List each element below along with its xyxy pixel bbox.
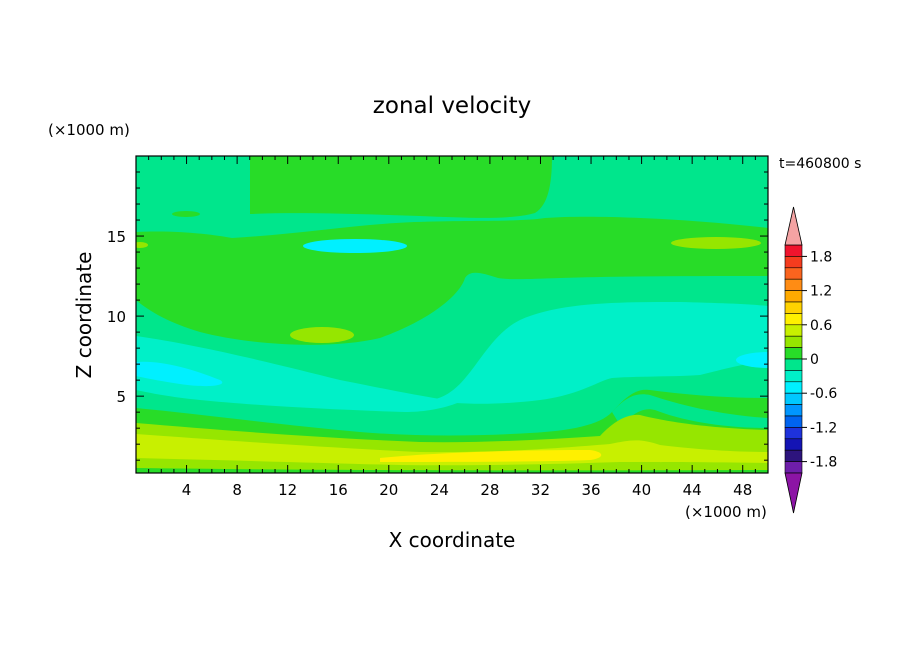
region-upper-positive [250, 156, 552, 218]
x-tick-label: 24 [430, 481, 449, 499]
region-left-cyan-patch [136, 361, 223, 387]
time-label: t=460800 s [779, 156, 861, 172]
colorbar-over-arrow [784, 206, 803, 246]
x-tick-label: 48 [733, 481, 752, 499]
colorbar-swatch [784, 461, 803, 474]
x-tick-label: 20 [379, 481, 398, 499]
colorbar-swatch [784, 438, 803, 451]
region-green-patch-b [290, 327, 354, 343]
colorbar-swatch [784, 244, 803, 257]
colorbar-tick-label: 0.6 [810, 318, 832, 334]
contour-field [136, 156, 768, 473]
colorbar-tick-label: 1.2 [810, 284, 832, 300]
region-left-strip [136, 232, 142, 300]
region-surface-jet [136, 434, 768, 466]
y-axis-label: Z coordinate [72, 252, 96, 379]
region-right-dome [430, 302, 768, 404]
colorbar-swatch [784, 301, 803, 314]
region-bump-band [612, 394, 768, 428]
region-lower-left-layer [136, 336, 460, 412]
y-unit-label: (×1000 m) [48, 121, 130, 139]
y-ticks: 5 10 15 [107, 171, 768, 461]
colorbar-swatch [784, 449, 803, 462]
colorbar-tick-label: -0.6 [810, 386, 837, 402]
y-tick-label: 10 [107, 308, 126, 326]
colorbar-tick-label: -1.2 [810, 420, 837, 436]
x-ticks: 4 8 12 16 20 24 28 32 36 40 44 48 [148, 156, 756, 499]
chart-title: zonal velocity [373, 93, 531, 119]
region-right-cyan-patch [736, 352, 768, 368]
colorbar-swatch [784, 278, 803, 291]
colorbar-swatch [784, 358, 803, 371]
colorbar-swatch [784, 404, 803, 417]
colorbar-under-arrow [784, 472, 803, 514]
colorbar-tick-label: 1.8 [810, 249, 832, 265]
x-unit-label: (×1000 m) [685, 503, 767, 521]
colorbar-swatch [784, 427, 803, 440]
x-axis-label: X coordinate [389, 528, 516, 552]
x-tick-label: 28 [480, 481, 499, 499]
colorbar-swatch [784, 290, 803, 303]
region-jet-core [380, 450, 602, 462]
colorbar-tick-label: 0 [810, 352, 819, 368]
colorbar: 1.8 1.2 0.6 0 -0.6 -1.2 -1.8 [784, 206, 837, 514]
y-tick-label: 5 [116, 388, 126, 406]
x-tick-label: 40 [632, 481, 651, 499]
colorbar-swatch [784, 267, 803, 280]
region-green-patch-d [136, 242, 148, 248]
region-upper-band [136, 216, 768, 345]
x-tick-label: 36 [581, 481, 600, 499]
x-tick-label: 32 [531, 481, 550, 499]
colorbar-tick-label: -1.8 [810, 455, 837, 471]
x-tick-label: 8 [232, 481, 242, 499]
region-green-patch-c [671, 237, 761, 249]
colorbar-swatch [784, 370, 803, 383]
colorbar-swatch [784, 381, 803, 394]
region-small-patch-a [172, 211, 200, 217]
x-tick-label: 16 [329, 481, 348, 499]
colorbar-swatch [784, 324, 803, 337]
colorbar-swatch [784, 392, 803, 405]
x-tick-label: 44 [683, 481, 702, 499]
region-top-cyan-patch [303, 239, 407, 253]
colorbar-swatch [784, 313, 803, 326]
x-tick-label: 4 [182, 481, 192, 499]
colorbar-swatch [784, 335, 803, 348]
colorbar-swatch [784, 347, 803, 360]
x-tick-label: 12 [278, 481, 297, 499]
colorbar-swatch [784, 415, 803, 428]
colorbar-swatch [784, 256, 803, 269]
y-tick-label: 15 [107, 228, 126, 246]
